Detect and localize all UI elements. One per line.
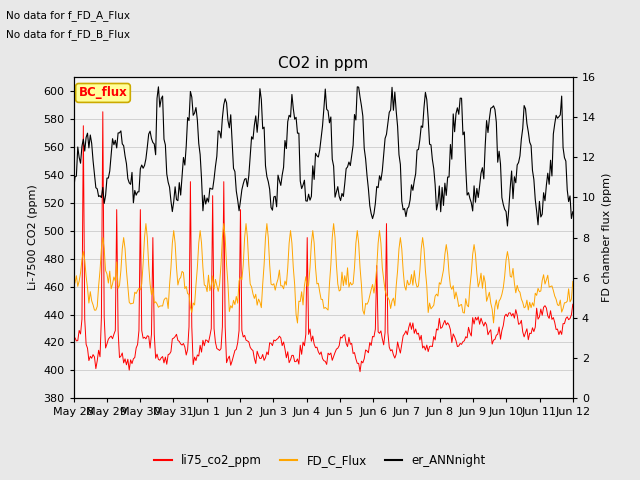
Text: No data for f_FD_B_Flux: No data for f_FD_B_Flux xyxy=(6,29,131,40)
Y-axis label: Li-7500 CO2 (ppm): Li-7500 CO2 (ppm) xyxy=(28,185,38,290)
Text: No data for f_FD_A_Flux: No data for f_FD_A_Flux xyxy=(6,10,131,21)
Text: BC_flux: BC_flux xyxy=(79,86,127,99)
Title: CO2 in ppm: CO2 in ppm xyxy=(278,57,369,72)
Y-axis label: FD chamber flux (ppm): FD chamber flux (ppm) xyxy=(602,173,611,302)
Legend: li75_co2_ppm, FD_C_Flux, er_ANNnight: li75_co2_ppm, FD_C_Flux, er_ANNnight xyxy=(149,449,491,472)
